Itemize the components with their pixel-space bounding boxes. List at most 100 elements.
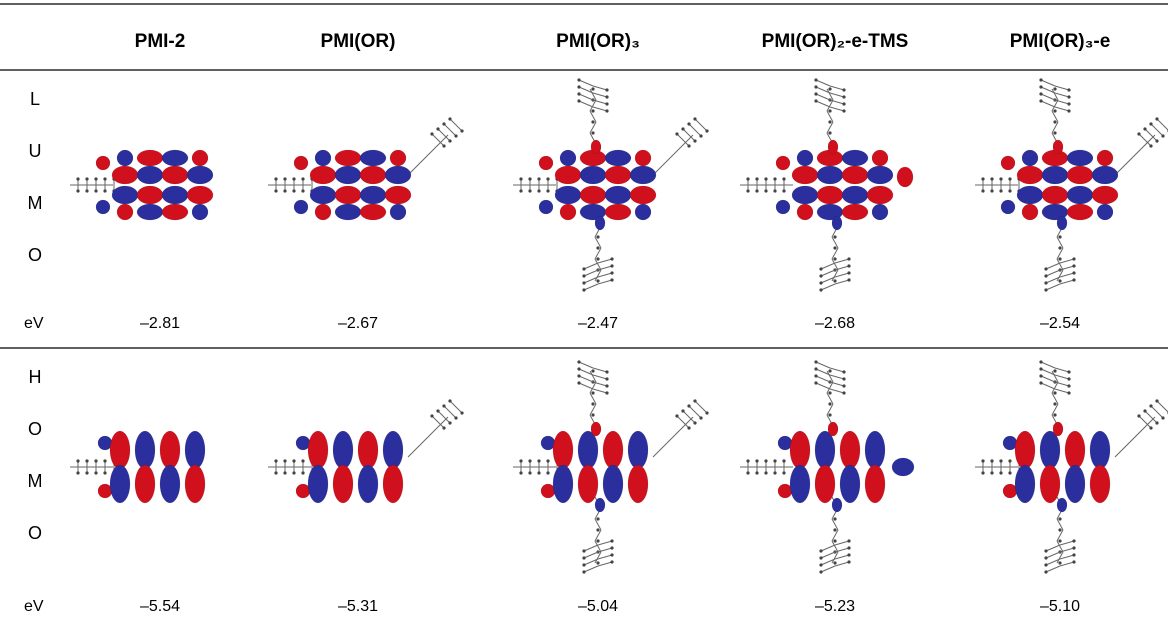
bond — [827, 404, 833, 415]
bond — [653, 135, 693, 175]
bond — [408, 135, 448, 175]
atom — [94, 459, 97, 462]
atom — [1058, 517, 1061, 520]
unit-label: eV — [24, 598, 44, 615]
side-letter: M — [28, 193, 43, 213]
atom — [596, 561, 599, 564]
atom — [596, 235, 599, 238]
atom — [577, 374, 580, 377]
atom — [76, 177, 79, 180]
orbital-lobe — [1040, 431, 1060, 469]
bond — [584, 566, 598, 572]
bond — [593, 86, 607, 90]
bond — [827, 122, 833, 133]
atom — [782, 471, 785, 474]
bond — [1057, 270, 1063, 281]
atom — [1044, 556, 1047, 559]
atom — [292, 189, 295, 192]
column-header: PMI(OR) — [321, 31, 396, 52]
bond — [595, 259, 601, 270]
atom — [85, 189, 88, 192]
bond — [1041, 80, 1055, 86]
atom — [1067, 88, 1070, 91]
atom — [1053, 109, 1056, 112]
atom — [1039, 360, 1042, 363]
bond — [408, 417, 448, 457]
atom — [833, 246, 836, 249]
orbital-lobe — [112, 166, 138, 184]
atom — [773, 177, 776, 180]
bond — [1052, 122, 1058, 133]
atom — [274, 459, 277, 462]
atom — [1044, 563, 1047, 566]
atom — [1072, 257, 1075, 260]
bond — [835, 259, 849, 263]
atom — [693, 139, 696, 142]
orbital-lobe — [160, 431, 180, 469]
bond — [832, 237, 838, 248]
orbital-image — [70, 431, 205, 503]
atom — [1058, 257, 1061, 260]
orbital-lobe — [578, 431, 598, 469]
orbital-image — [268, 399, 464, 503]
orbital-lobe — [1097, 150, 1113, 166]
orbital-lobe — [135, 431, 155, 469]
bond — [835, 555, 849, 559]
atom — [546, 459, 549, 462]
atom — [1067, 377, 1070, 380]
orbital-lobe — [553, 431, 573, 469]
atom — [764, 459, 767, 462]
orbital-lobe — [1042, 166, 1068, 184]
atom — [842, 377, 845, 380]
atom — [693, 421, 696, 424]
orbital-lobe — [310, 186, 336, 204]
atom — [448, 139, 451, 142]
orbital-lobe — [335, 150, 361, 166]
atom — [591, 402, 594, 405]
bond — [1157, 401, 1168, 413]
atom — [847, 553, 850, 556]
atom — [103, 177, 106, 180]
atom — [283, 177, 286, 180]
atom — [1039, 78, 1042, 81]
orbital-lobe — [832, 498, 842, 512]
orbital-image — [740, 360, 914, 573]
orbital-lobe — [580, 166, 606, 184]
orbital-lobe — [635, 204, 651, 220]
bond — [1060, 259, 1074, 263]
atom — [981, 189, 984, 192]
atom — [596, 257, 599, 260]
atom — [448, 421, 451, 424]
orbital-lobe — [137, 204, 163, 220]
column-header: PMI(OR)₂-e-TMS — [762, 31, 909, 52]
orbital-lobe — [335, 204, 361, 220]
orbital-lobe — [840, 465, 860, 503]
bond — [579, 94, 593, 100]
bond — [579, 362, 593, 368]
orbital-lobe — [137, 166, 163, 184]
bond — [444, 124, 456, 136]
orbital-lobe — [1022, 204, 1038, 220]
atom — [705, 411, 708, 414]
bond — [432, 134, 444, 146]
atom — [833, 279, 836, 282]
atom — [814, 99, 817, 102]
atom — [596, 517, 599, 520]
orbital-lobe — [333, 465, 353, 503]
orbital-lobe — [1065, 465, 1085, 503]
atom — [596, 279, 599, 282]
atom — [1161, 416, 1164, 419]
bond — [598, 541, 612, 545]
orbital-lobe — [790, 465, 810, 503]
atom — [605, 95, 608, 98]
atom — [442, 144, 445, 147]
atom — [76, 459, 79, 462]
orbital-lobe — [603, 465, 623, 503]
atom — [1008, 177, 1011, 180]
bond — [835, 541, 849, 545]
orbital-lobe — [192, 150, 208, 166]
atom — [819, 281, 822, 284]
orbital-lobe — [605, 150, 631, 166]
bond — [827, 100, 833, 111]
atom — [546, 471, 549, 474]
